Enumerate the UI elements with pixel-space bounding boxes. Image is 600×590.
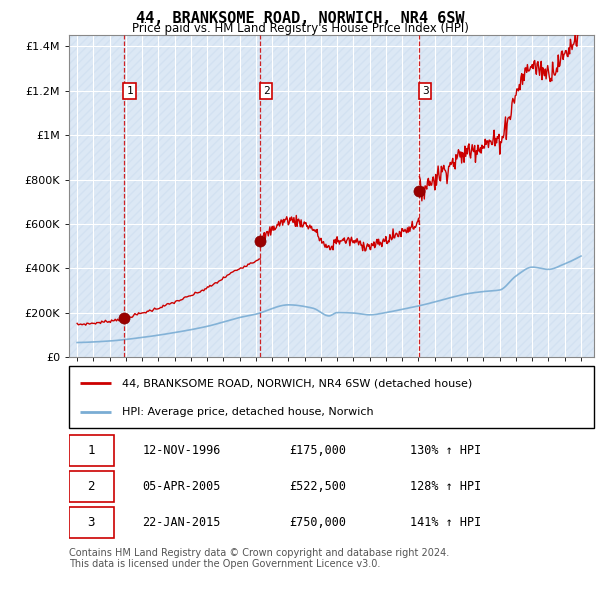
Text: 3: 3 [88, 516, 95, 529]
Text: 2: 2 [88, 480, 95, 493]
Text: 22-JAN-2015: 22-JAN-2015 [143, 516, 221, 529]
Text: £522,500: £522,500 [290, 480, 347, 493]
Text: £175,000: £175,000 [290, 444, 347, 457]
Text: Price paid vs. HM Land Registry's House Price Index (HPI): Price paid vs. HM Land Registry's House … [131, 22, 469, 35]
Text: 44, BRANKSOME ROAD, NORWICH, NR4 6SW (detached house): 44, BRANKSOME ROAD, NORWICH, NR4 6SW (de… [121, 378, 472, 388]
Text: 141% ↑ HPI: 141% ↑ HPI [410, 516, 482, 529]
Bar [69, 435, 113, 466]
Bar [69, 471, 113, 502]
Text: 3: 3 [422, 86, 428, 96]
Text: 44, BRANKSOME ROAD, NORWICH, NR4 6SW: 44, BRANKSOME ROAD, NORWICH, NR4 6SW [136, 11, 464, 25]
Text: 2: 2 [263, 86, 269, 96]
Bar [69, 507, 113, 537]
Text: 1: 1 [126, 86, 133, 96]
Text: 05-APR-2005: 05-APR-2005 [143, 480, 221, 493]
Text: HPI: Average price, detached house, Norwich: HPI: Average price, detached house, Norw… [121, 407, 373, 417]
Text: 12-NOV-1996: 12-NOV-1996 [143, 444, 221, 457]
Text: Contains HM Land Registry data © Crown copyright and database right 2024.
This d: Contains HM Land Registry data © Crown c… [69, 548, 449, 569]
Text: 128% ↑ HPI: 128% ↑ HPI [410, 480, 482, 493]
Text: 130% ↑ HPI: 130% ↑ HPI [410, 444, 482, 457]
Text: 1: 1 [88, 444, 95, 457]
Text: £750,000: £750,000 [290, 516, 347, 529]
